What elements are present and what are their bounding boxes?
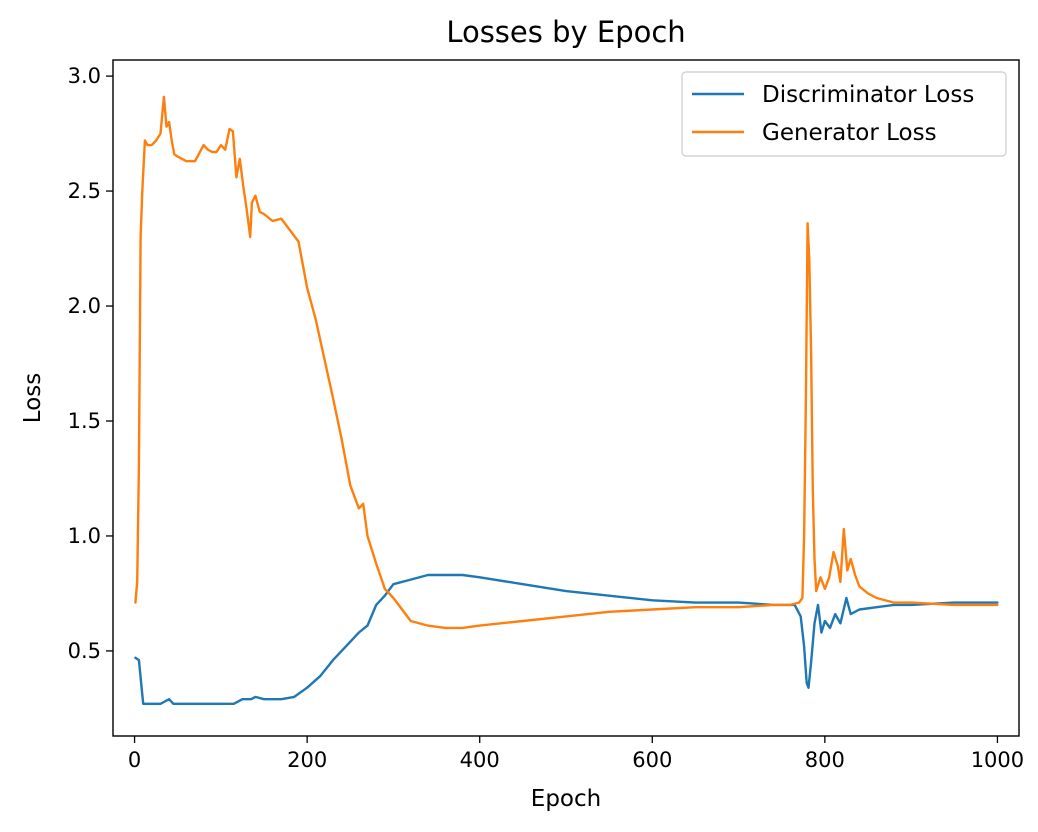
x-tick-label: 400 (460, 748, 500, 772)
plot-area (112, 59, 1020, 737)
y-tick-label: 1.5 (68, 409, 101, 433)
x-tick-label: 1000 (971, 748, 1024, 772)
x-tick-label: 800 (805, 748, 845, 772)
y-tick-label: 3.0 (68, 64, 101, 88)
y-tick-label: 2.5 (68, 179, 101, 203)
axes-frame (112, 59, 1020, 737)
chart-title: Losses by Epoch (446, 15, 685, 49)
y-tick-label: 2.0 (68, 294, 101, 318)
series-layer (134, 95, 999, 705)
y-tick-label: 0.5 (68, 639, 101, 663)
y-axis-label: Loss (20, 373, 46, 423)
y-tick-label: 1.0 (68, 524, 101, 548)
y-axis: 0.5 1.0 1.5 2.0 2.5 3.0 (68, 64, 113, 663)
series-line-discriminator-loss (134, 573, 999, 705)
legend-box (681, 71, 1007, 157)
x-axis: 0 200 400 600 800 1000 (128, 736, 1024, 772)
x-tick-label: 600 (632, 748, 672, 772)
legend-label-generator-loss: Generator Loss (762, 120, 937, 146)
x-axis-label: Epoch (531, 786, 601, 812)
legend: Discriminator Loss Generator Loss (681, 71, 1007, 157)
x-tick-label: 0 (128, 748, 141, 772)
x-tick-label: 200 (287, 748, 327, 772)
series-line-generator-loss (134, 95, 999, 630)
axes-background (113, 60, 1019, 736)
legend-label-discriminator-loss: Discriminator Loss (762, 82, 974, 108)
